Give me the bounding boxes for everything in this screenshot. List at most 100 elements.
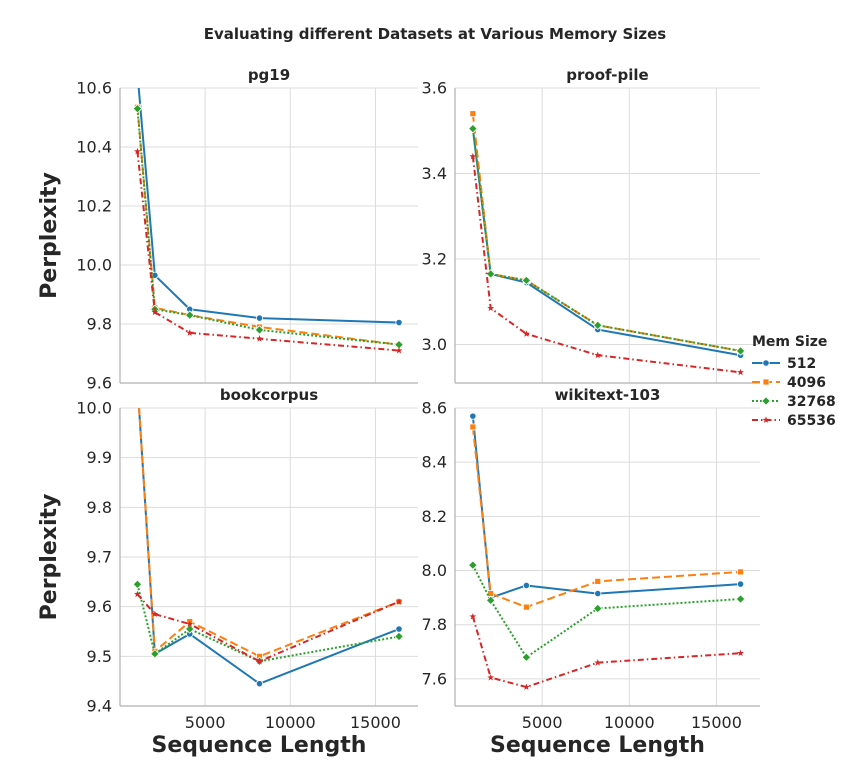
- data-point-65536: [256, 335, 263, 342]
- data-point-512: [594, 589, 602, 598]
- data-point-32768: [132, 579, 143, 590]
- panel-wikitext-103: 7.6 7.8 8.0 8.2 8.4 8.6 5000 10000 15000 wikitext…: [422, 386, 760, 758]
- y-tick-label: 9.8: [87, 498, 112, 517]
- series-line-32768-bookcorpus: [136, 584, 400, 663]
- data-point-4096: [594, 577, 602, 585]
- data-point-32768: [485, 595, 496, 606]
- data-point-32768: [254, 325, 265, 335]
- panel-bookcorpus: 9.4 9.5 9.6 9.7 9.8 9.9 10.0 5000 10000 15000 book…: [37, 386, 418, 758]
- x-axis-label: Sequence Length: [152, 733, 367, 758]
- y-tick-label: 3.6: [422, 79, 447, 98]
- data-point-512: [255, 314, 264, 322]
- y-tick-label: 10.0: [76, 399, 112, 418]
- data-point-65536: [487, 673, 495, 681]
- data-point-32768: [735, 594, 746, 604]
- x-tick-label: 15000: [350, 713, 401, 732]
- y-tick-label: 9.9: [87, 448, 112, 467]
- y-tick-label: 10.4: [76, 138, 112, 157]
- data-point-512: [395, 625, 403, 633]
- data-point-32768: [735, 346, 746, 356]
- series-line-32768-wikitext-103: [471, 564, 741, 659]
- data-point-4096: [469, 110, 477, 118]
- y-tick-label: 3.4: [422, 164, 447, 183]
- data-point-65536: [186, 329, 194, 336]
- series-line-512-pg19: [137, 88, 400, 324]
- legend-label-65536: 65536: [787, 413, 836, 429]
- series-line-4096-bookcorpus: [138, 408, 400, 658]
- figure-title: Evaluating different Datasets at Various…: [204, 25, 667, 43]
- legend-label-32768: 32768: [787, 394, 836, 410]
- x-tick-label: 10000: [265, 713, 316, 732]
- legend-marker-65536: [762, 416, 770, 423]
- series-line-4096-proof-pile: [471, 113, 741, 352]
- data-point-4096: [522, 603, 530, 611]
- x-tick-label: 10000: [604, 713, 655, 732]
- data-point-65536: [737, 368, 744, 376]
- legend: Mem Size 512 4096 32768 65536: [752, 334, 836, 429]
- series-line-65536-wikitext-103: [471, 616, 741, 689]
- legend-marker-4096: [762, 378, 770, 386]
- y-tick-label: 8.6: [422, 399, 447, 418]
- y-tick-label: 8.0: [422, 561, 447, 580]
- data-point-65536: [395, 598, 403, 605]
- y-axis-label: Perplexity: [37, 172, 62, 299]
- data-point-65536: [594, 659, 602, 666]
- panel-pg19: 9.6 9.8 10.0 10.2 10.4 10.6 pg19 Perplexity: [37, 66, 418, 393]
- series-line-32768-proof-pile: [471, 128, 741, 352]
- data-point-32768: [184, 310, 195, 320]
- data-point-4096: [737, 568, 744, 576]
- y-tick-label: 7.6: [422, 669, 447, 688]
- y-tick-label: 9.6: [87, 374, 112, 393]
- y-tick-label: 10.6: [76, 79, 112, 98]
- data-point-65536: [469, 613, 477, 620]
- data-point-65536: [522, 683, 530, 690]
- y-tick-label: 9.6: [87, 597, 112, 616]
- y-tick-label: 10.0: [76, 256, 112, 275]
- y-tick-label: 9.8: [87, 315, 112, 334]
- data-point-32768: [468, 123, 478, 134]
- y-tick-label: 7.8: [422, 615, 447, 634]
- data-point-512: [522, 581, 530, 590]
- data-point-512: [736, 580, 745, 588]
- legend-label-512: 512: [787, 356, 816, 372]
- data-point-32768: [485, 269, 496, 279]
- y-tick-label: 10.2: [76, 197, 112, 216]
- data-point-512: [134, 70, 140, 76]
- series-line-512-proof-pile: [471, 128, 741, 357]
- series-line-4096-pg19: [136, 107, 400, 346]
- data-point-32768: [184, 624, 195, 634]
- data-point-65536: [395, 346, 403, 354]
- legend-marker-32768: [761, 396, 771, 406]
- data-point-32768: [521, 275, 532, 286]
- x-axis-label: Sequence Length: [490, 733, 705, 758]
- data-point-32768: [150, 649, 160, 659]
- data-point-65536: [487, 304, 495, 312]
- data-point-4096: [469, 423, 477, 431]
- panel-proof-pile: 3.0 3.2 3.4 3.6 proof-pile: [422, 66, 760, 384]
- data-point-32768: [132, 103, 143, 114]
- y-tick-label: 3.2: [422, 250, 447, 269]
- data-point-32768: [521, 652, 532, 663]
- legend-marker-512: [762, 359, 770, 367]
- data-point-512: [469, 412, 477, 420]
- legend-title: Mem Size: [752, 334, 827, 350]
- y-tick-label: 9.4: [87, 697, 112, 716]
- x-tick-label: 5000: [185, 713, 226, 732]
- series-line-65536-bookcorpus: [136, 593, 400, 663]
- x-tick-label: 5000: [522, 713, 563, 732]
- data-point-32768: [394, 631, 404, 642]
- y-tick-label: 9.5: [87, 647, 112, 666]
- series-line-4096-wikitext-103: [471, 426, 741, 609]
- data-point-65536: [134, 147, 141, 155]
- series-line-512-bookcorpus: [138, 408, 400, 685]
- data-point-32768: [593, 603, 603, 614]
- data-point-65536: [186, 620, 194, 627]
- data-point-65536: [256, 657, 263, 665]
- data-point-65536: [522, 330, 530, 337]
- legend-label-4096: 4096: [787, 375, 826, 391]
- data-point-65536: [469, 152, 477, 160]
- y-axis-label: Perplexity: [37, 494, 62, 621]
- panel-title: bookcorpus: [220, 386, 318, 404]
